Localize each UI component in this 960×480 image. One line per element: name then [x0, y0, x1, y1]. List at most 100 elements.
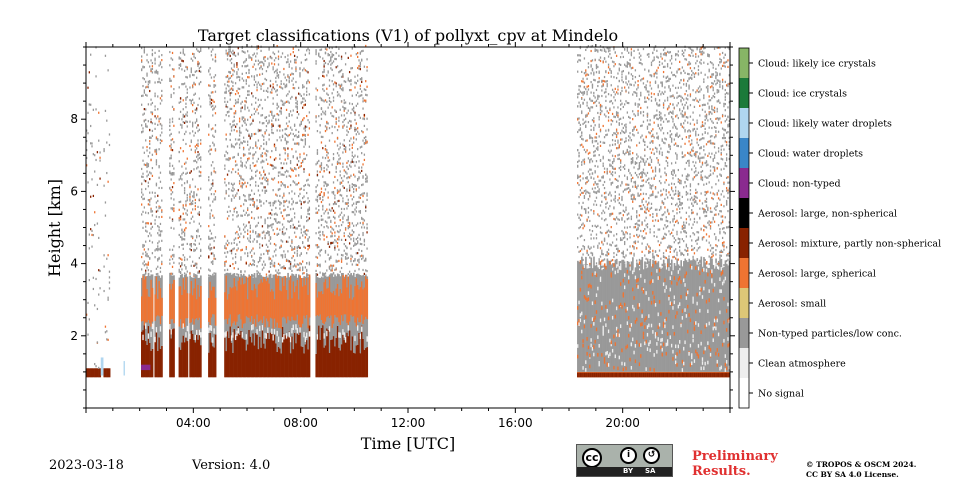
speckle	[242, 61, 245, 64]
speckle	[292, 47, 294, 50]
speckle	[304, 103, 307, 106]
speckle	[189, 184, 191, 187]
speckle	[323, 238, 325, 241]
speckle	[197, 150, 199, 154]
speckle	[595, 49, 598, 52]
speckle	[257, 271, 260, 274]
speckle	[355, 122, 357, 125]
speckle	[251, 189, 253, 192]
speckle	[193, 220, 195, 223]
mixture-layer	[316, 336, 319, 378]
speckle	[182, 115, 184, 118]
speckle	[194, 185, 196, 188]
speckle	[615, 306, 618, 311]
speckle	[605, 191, 607, 194]
speckle	[147, 80, 150, 83]
speckle	[197, 124, 199, 127]
speckle	[285, 83, 288, 86]
speckle	[275, 146, 277, 150]
speckle	[146, 164, 148, 167]
speckle	[605, 60, 607, 63]
speckle	[319, 48, 321, 52]
speckle	[157, 245, 159, 248]
speckle	[327, 62, 329, 66]
speckle	[249, 226, 251, 230]
speckle	[146, 165, 148, 169]
speckle	[271, 88, 273, 91]
speckle	[355, 206, 357, 209]
speckle	[334, 57, 336, 60]
mixture-layer	[230, 342, 233, 378]
speckle	[185, 267, 187, 270]
speckle	[208, 256, 210, 259]
speckle	[143, 66, 146, 69]
speckle	[230, 91, 233, 95]
speckle	[143, 248, 146, 251]
speckle	[358, 210, 360, 213]
speckle	[609, 338, 611, 343]
speckle	[259, 246, 261, 249]
speckle	[307, 248, 309, 251]
speckle	[157, 72, 159, 75]
speckle	[625, 137, 627, 140]
noise-layer	[578, 261, 581, 372]
speckle	[226, 152, 229, 155]
speckle	[614, 99, 616, 102]
noise-layer	[617, 266, 619, 372]
spherical-layer	[363, 287, 366, 320]
speckle	[271, 128, 273, 131]
speckle	[155, 184, 158, 187]
speckle	[151, 166, 154, 170]
speckle	[626, 187, 629, 190]
speckle	[609, 191, 611, 194]
speckle	[154, 249, 156, 252]
speckle	[344, 245, 347, 248]
speckle	[617, 250, 619, 253]
speckle	[240, 160, 242, 163]
speckle	[185, 130, 187, 133]
speckle	[609, 170, 611, 173]
speckle	[621, 180, 623, 184]
speckle	[318, 209, 320, 212]
speckle	[578, 183, 580, 187]
speckle	[348, 235, 351, 239]
speckle	[191, 215, 194, 218]
speckle	[335, 58, 337, 61]
speckle	[185, 120, 187, 123]
speckle	[169, 162, 171, 165]
speckle	[141, 188, 143, 191]
speckle	[583, 319, 586, 324]
speckle	[200, 206, 202, 209]
speckle	[170, 146, 172, 149]
speckle	[334, 126, 336, 129]
speckle	[208, 150, 210, 153]
speckle	[295, 98, 297, 101]
speckle	[238, 143, 241, 146]
speckle	[621, 122, 623, 126]
speckle	[225, 189, 227, 193]
speckle	[291, 95, 293, 99]
speckle	[256, 160, 258, 163]
speckle	[268, 231, 270, 234]
speckle	[237, 152, 239, 155]
speckle	[226, 100, 229, 103]
speckle	[255, 59, 257, 62]
speckle	[292, 51, 294, 54]
speckle	[585, 88, 587, 91]
speckle	[103, 184, 105, 187]
speckle	[352, 173, 355, 176]
speckle	[577, 164, 579, 167]
speckle	[196, 120, 198, 123]
speckle	[336, 65, 339, 68]
speckle	[359, 221, 362, 225]
speckle	[595, 147, 598, 150]
speckle	[275, 56, 277, 60]
speckle	[157, 272, 159, 276]
speckle	[256, 108, 258, 111]
speckle	[228, 158, 230, 162]
speckle	[347, 131, 349, 134]
speckle	[232, 248, 234, 251]
speckle	[178, 160, 180, 163]
speckle	[193, 191, 195, 194]
speckle	[342, 88, 344, 91]
